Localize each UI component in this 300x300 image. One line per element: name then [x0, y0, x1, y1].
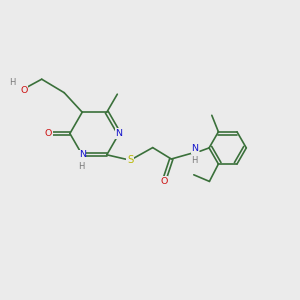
Text: N: N — [191, 144, 198, 153]
Text: N: N — [79, 150, 86, 159]
Text: N: N — [116, 129, 123, 138]
Text: H: H — [78, 162, 85, 171]
Text: O: O — [45, 129, 52, 138]
Text: S: S — [127, 155, 134, 165]
Text: H: H — [191, 156, 197, 165]
Text: O: O — [20, 86, 27, 95]
Text: H: H — [9, 78, 16, 87]
Text: O: O — [160, 177, 167, 186]
